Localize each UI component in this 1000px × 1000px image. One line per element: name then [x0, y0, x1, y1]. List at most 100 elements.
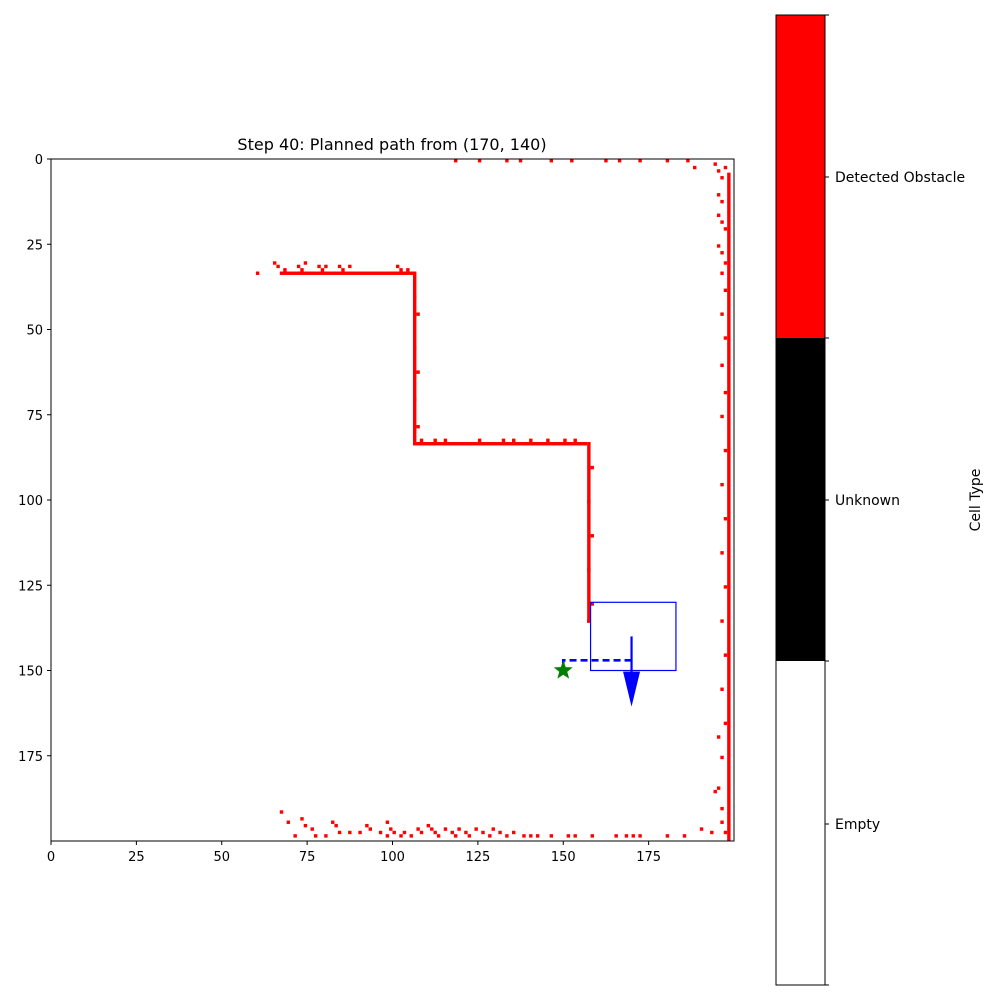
chart-title: Step 40: Planned path from (170, 140)	[237, 135, 546, 154]
obstacle-cell	[450, 830, 454, 835]
obstacle-cell	[348, 830, 352, 835]
obstacle-cell	[587, 568, 591, 572]
obstacle-cell	[512, 438, 516, 443]
obstacle-cell	[317, 264, 321, 269]
obstacle-cell	[546, 438, 550, 443]
obstacle-cell	[686, 159, 690, 163]
obstacle-cell	[529, 438, 533, 443]
obstacle-cell	[638, 834, 642, 838]
obstacle-cell	[283, 268, 287, 272]
obstacle-cell	[566, 834, 571, 838]
x-tick-label: 75	[299, 850, 316, 865]
colorbar-band-empty	[776, 661, 825, 985]
obstacle-cell	[430, 827, 434, 831]
obstacle-cell	[436, 834, 441, 838]
goal-star-marker	[553, 660, 573, 679]
obstacle-cell	[716, 786, 721, 790]
obstacle-cell	[638, 159, 642, 163]
obstacle-cell	[720, 363, 724, 368]
obstacle-cell	[590, 602, 594, 606]
obstacle-cell	[324, 834, 328, 838]
obstacle-cell	[412, 346, 417, 350]
obstacle-cell	[716, 193, 721, 197]
obstacle-cell	[296, 264, 301, 269]
obstacle-cell	[310, 827, 314, 831]
obstacle-cell	[368, 827, 373, 831]
obstacle-cell	[453, 159, 458, 163]
obstacle-cell	[723, 585, 728, 589]
y-tick-label: 175	[18, 750, 43, 765]
y-tick-label: 150	[18, 665, 43, 680]
obstacle-cell	[378, 830, 383, 835]
obstacle-cell	[549, 159, 554, 163]
obstacle-cell	[279, 810, 284, 814]
obstacle-cell	[358, 830, 362, 835]
obstacle-cell	[303, 823, 308, 828]
obstacle-cell	[614, 834, 618, 838]
obstacle-cell	[590, 834, 594, 838]
obstacle-cell	[286, 820, 291, 824]
obstacle-cell	[477, 438, 482, 443]
obstacle-cell	[720, 820, 724, 824]
obstacle-cell	[563, 438, 567, 443]
colorbar: Detected Obstacle Unknown Empty Cell Typ…	[775, 14, 984, 986]
obstacle-cell	[723, 227, 728, 231]
obstacle-cell	[300, 817, 304, 821]
y-tick-label: 100	[18, 494, 43, 509]
obstacle-cell	[723, 830, 728, 835]
obstacle-cell	[720, 806, 724, 811]
obstacle-cell	[529, 834, 533, 838]
obstacle-cell	[587, 500, 591, 504]
obstacle-cell	[720, 220, 724, 224]
colorbar-title: Cell Type	[968, 469, 984, 532]
obstacle-cell	[477, 159, 482, 163]
obstacle-cell	[334, 823, 338, 828]
y-tick-label: 25	[26, 238, 43, 253]
obstacle-cell	[713, 789, 717, 794]
x-tick-label: 100	[380, 850, 405, 865]
obstacle-cell	[573, 834, 577, 838]
obstacle-cell	[491, 827, 495, 831]
obstacle-cell	[464, 830, 468, 835]
y-axis: 0 25 50 75 100 125 150 175	[18, 153, 51, 765]
obstacle-cell	[419, 830, 424, 835]
obstacle-cell	[488, 834, 492, 838]
colorbar-label-empty: Empty	[835, 817, 880, 833]
obstacle-cell	[720, 755, 724, 760]
y-tick-label: 0	[35, 153, 43, 168]
colorbar-label-detected-obstacle: Detected Obstacle	[835, 170, 965, 186]
x-tick-label: 175	[636, 850, 661, 865]
path-layer	[553, 601, 677, 707]
obstacle-cell	[443, 438, 448, 443]
obstacle-cell	[399, 834, 403, 838]
obstacle-segment	[412, 442, 588, 446]
obstacle-cell	[272, 261, 277, 265]
obstacle-cell	[587, 619, 591, 623]
obstacle-cell	[433, 438, 437, 443]
obstacle-cell	[573, 438, 577, 443]
obstacle-cell	[716, 244, 721, 248]
obstacle-cell	[443, 827, 448, 831]
obstacle-cell	[501, 438, 506, 443]
plot-background	[51, 159, 734, 841]
colorbar-band-detected-obstacle	[776, 15, 825, 338]
y-tick-label: 125	[18, 579, 43, 594]
obstacle-cell	[409, 834, 413, 838]
obstacle-cell	[720, 482, 724, 487]
obstacle-cell	[617, 159, 622, 163]
obstacle-cell	[570, 159, 574, 163]
obstacle-cell	[402, 830, 407, 835]
obstacle-cell	[720, 271, 724, 275]
obstacle-cell	[300, 268, 304, 272]
obstacle-cell	[505, 159, 509, 163]
obstacle-cell	[337, 830, 342, 835]
y-tick-label: 50	[26, 324, 43, 339]
obstacle-cell	[723, 517, 728, 521]
obstacle-cell	[474, 827, 478, 831]
obstacle-cell	[720, 414, 724, 419]
obstacle-cell	[303, 261, 308, 265]
obstacle-cell	[255, 271, 260, 275]
obstacle-cell	[723, 261, 728, 265]
x-tick-label: 25	[128, 850, 145, 865]
obstacle-segment	[727, 172, 731, 841]
